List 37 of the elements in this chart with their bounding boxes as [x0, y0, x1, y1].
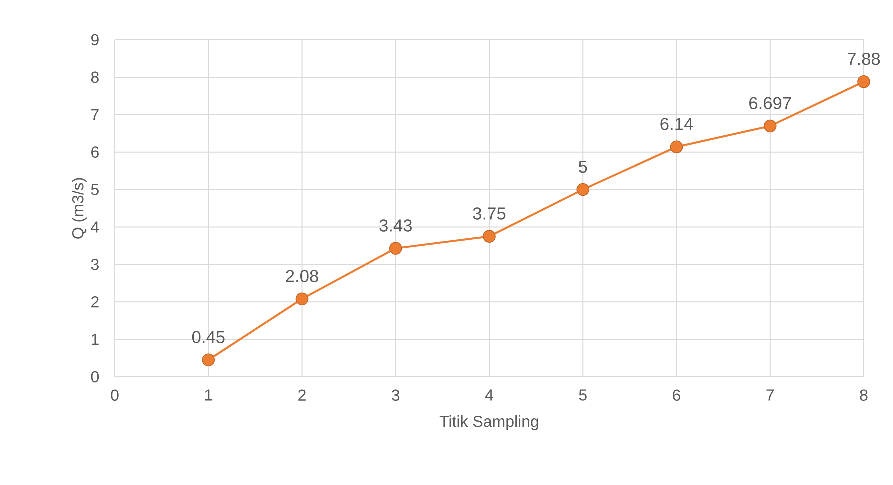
y-tick-label: 0 [91, 371, 100, 383]
y-tick-label: 9 [91, 34, 99, 46]
point [296, 292, 309, 306]
y-tick-label: 8 [91, 72, 99, 84]
data-label: 7.88 [848, 52, 880, 66]
point [670, 140, 684, 154]
data-label: 2.08 [286, 270, 318, 282]
x-tick-label: 2 [298, 390, 306, 401]
point [389, 242, 402, 255]
x-tick-label: 0 [111, 390, 119, 402]
x-axis-title: Titik Sampling [440, 416, 538, 430]
x-tick-label: 6 [673, 390, 680, 402]
data-label: 5 [578, 160, 588, 174]
x-tick-label: 3 [392, 390, 400, 402]
y-tick-label: 5 [91, 184, 99, 196]
data-label: 6.697 [750, 97, 792, 110]
y-tick-label: 7 [92, 109, 99, 120]
y-axis-title: Q (m3/s) [72, 178, 87, 239]
y-tick-label: 1 [92, 334, 99, 346]
point [858, 76, 870, 88]
data-label: 3.43 [380, 220, 412, 232]
point [483, 230, 496, 243]
x-tick-label: 5 [579, 390, 587, 401]
y-tick-label: 3 [91, 259, 99, 270]
y-tick-label: 6 [92, 146, 99, 158]
point [764, 120, 777, 133]
y-tick-label: 4 [91, 222, 100, 233]
data-label: 0.45 [192, 331, 225, 344]
x-tick-label: 8 [860, 390, 868, 402]
x-tick-label: 7 [766, 390, 774, 401]
data-label: 6.14 [660, 118, 694, 130]
x-tick-label: 4 [485, 390, 494, 401]
data-label: 3.75 [473, 208, 506, 220]
y-tick-label: 2 [92, 296, 99, 308]
x-tick-label: 1 [205, 390, 212, 401]
point [576, 183, 590, 196]
point [202, 354, 216, 367]
